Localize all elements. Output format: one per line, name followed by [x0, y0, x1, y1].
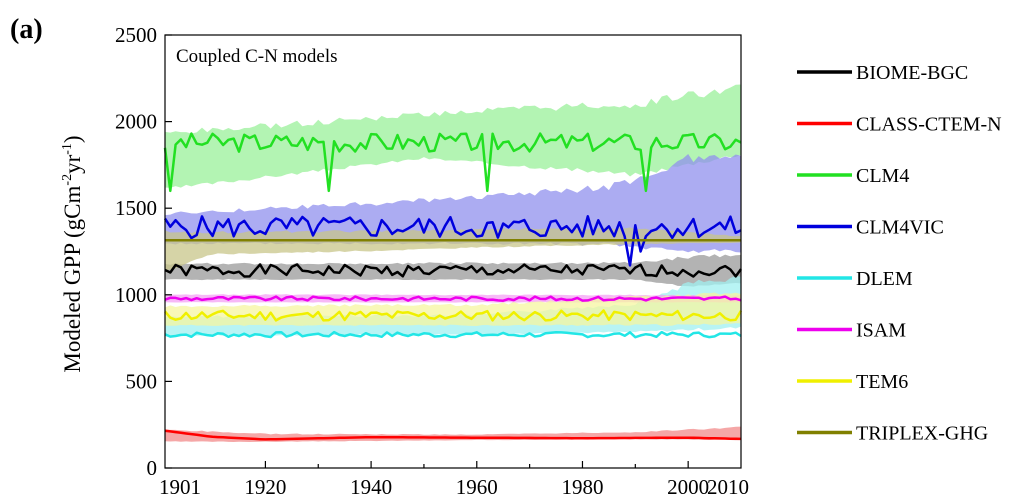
y-axis-label-mid: yr — [60, 154, 85, 174]
y-tick-label: 2500 — [115, 23, 157, 47]
series-line-tem6 — [164, 309, 743, 322]
series-line-dlem — [164, 330, 742, 339]
band-triplex-ghg — [165, 227, 741, 271]
x-tick-label: 2010 — [707, 475, 749, 499]
series-lines — [163, 132, 743, 441]
legend-label-clm4: CLM4 — [856, 165, 909, 187]
panel-label: (a) — [10, 14, 43, 45]
series-line-clm4vic — [163, 215, 742, 267]
x-tick-label: 1901 — [159, 475, 201, 499]
y-tick-label: 0 — [147, 456, 158, 480]
y-axis-label-main: Modeled GPP (gCm — [60, 185, 85, 372]
legend-label-triplex-ghg: TRIPLEX-GHG — [856, 423, 988, 445]
y-axis-label: Modeled GPP (gCm-2yr-1) — [60, 135, 85, 372]
series-line-isam — [164, 295, 742, 302]
series-line-class-ctem-n — [164, 429, 742, 441]
band-tem6 — [165, 292, 741, 326]
legend-label-clm4vic: CLM4VIC — [856, 217, 944, 239]
plot-frame — [164, 34, 742, 469]
axis-ticks: 0 500 1000 1500 2000 2500 1901 1920 1940 1960 1980… — [115, 23, 749, 499]
x-tick-label: 1940 — [350, 475, 392, 499]
series-line-biome-bgc — [164, 263, 743, 278]
y-tick-label: 500 — [126, 369, 158, 393]
y-axis-label-sup1: -2 — [60, 174, 75, 186]
legend-label-tem6: TEM6 — [856, 371, 908, 393]
band-clm4 — [165, 84, 741, 188]
legend-label-dlem: DLEM — [856, 268, 913, 290]
y-tick-label: 1000 — [115, 283, 157, 307]
y-axis-label-end: ) — [60, 135, 85, 143]
y-tick-label: 1500 — [115, 196, 157, 220]
x-tick-label: 2000 — [667, 475, 709, 499]
legend-label-biome-bgc: BIOME-BGC — [856, 62, 968, 84]
legend-label-isam: ISAM — [856, 320, 906, 342]
x-tick-label: 1920 — [244, 475, 286, 499]
legend: BIOME-BGC CLASS-CTEM-N CLM4 CLM4VIC DLEM ISAM… — [797, 62, 1002, 445]
y-tick-label: 2000 — [115, 110, 157, 134]
y-axis-label-sup2: -1 — [60, 143, 75, 155]
band-biome-bgc — [165, 254, 741, 287]
series-line-clm4 — [163, 132, 742, 193]
legend-label-class-ctem-n: CLASS-CTEM-N — [856, 114, 1002, 136]
inset-text: Coupled C-N models — [176, 46, 338, 67]
x-tick-label: 1960 — [456, 475, 498, 499]
x-tick-label: 1980 — [561, 475, 603, 499]
